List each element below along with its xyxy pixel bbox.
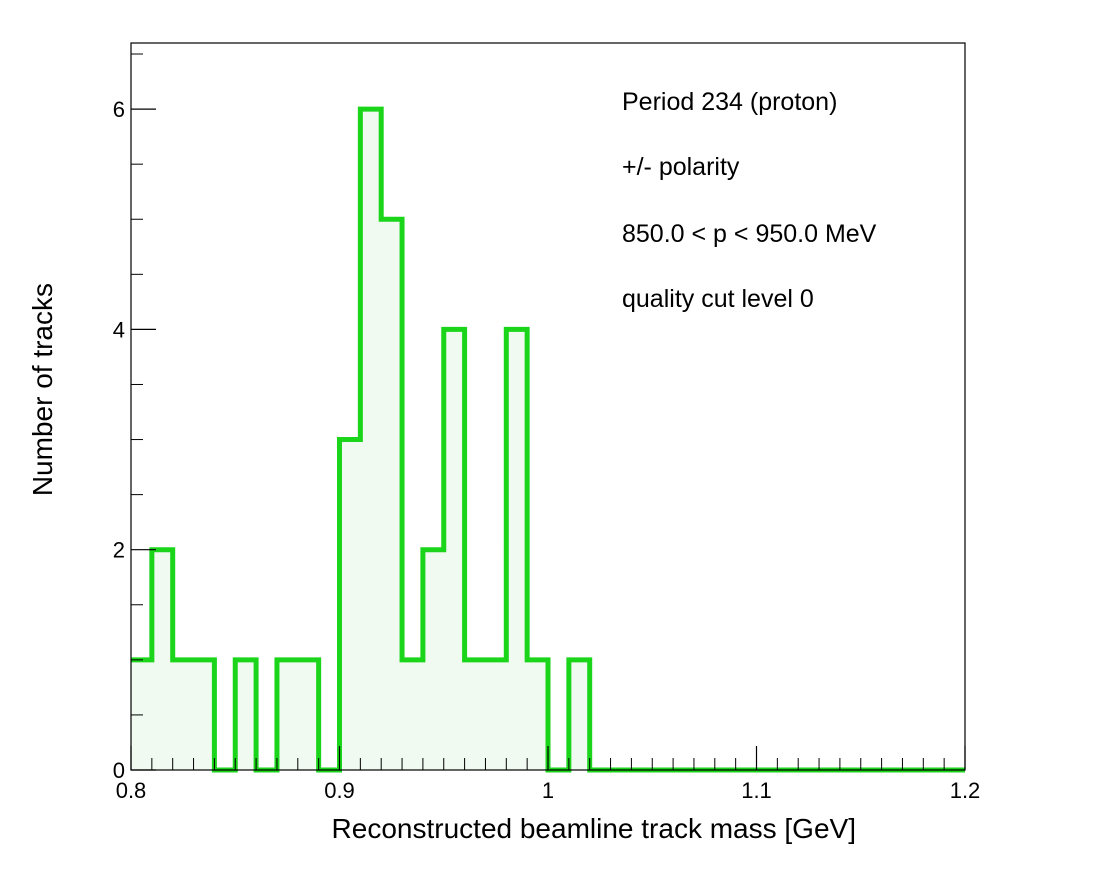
x-tick-label: 1.2	[950, 778, 981, 803]
histogram-bin-8	[297, 659, 319, 770]
histogram-bin-10	[339, 439, 361, 770]
histogram-bin-21	[568, 659, 590, 770]
x-tick-label: 1	[542, 778, 554, 803]
histogram-bin-16	[464, 659, 486, 770]
histogram-bin-19	[527, 659, 548, 770]
x-tick-label: 1.1	[741, 778, 772, 803]
annotation-momentum-range: 850.0 < p < 950.0 MeV	[622, 220, 877, 248]
y-axis-title: Number of tracks	[27, 283, 58, 496]
y-tick-label: 0	[113, 758, 125, 783]
histogram-step-line	[131, 106, 965, 773]
annotation-quality-cut: quality cut level 0	[622, 285, 814, 313]
histogram-fill-layer	[131, 109, 590, 770]
histogram-line-layer	[131, 106, 965, 773]
histogram-bin-17	[485, 659, 507, 770]
x-axis-title: Reconstructed beamline track mass [GeV]	[332, 813, 856, 844]
histogram-bin-3	[193, 659, 215, 770]
histogram-bin-11	[360, 109, 382, 770]
histogram-bin-2	[172, 659, 194, 770]
x-tick-label: 0.9	[324, 778, 355, 803]
y-tick-label: 2	[113, 538, 125, 563]
x-tick-label: 0.8	[116, 778, 147, 803]
histogram-bin-13	[402, 659, 423, 770]
histogram-bin-7	[276, 659, 298, 770]
annotation-period: Period 234 (proton)	[622, 88, 837, 116]
histogram-bin-5	[235, 659, 257, 770]
annotation-polarity: +/- polarity	[622, 153, 740, 181]
histogram-bin-12	[381, 219, 403, 770]
y-tick-label: 6	[113, 97, 125, 122]
y-tick-label: 4	[113, 317, 125, 342]
histogram-bin-15	[443, 329, 465, 770]
histogram-bin-1	[151, 549, 173, 770]
axis-ticks	[130, 53, 966, 771]
histogram-bin-18	[506, 329, 528, 770]
axis-tick-labels: 0.8 0.9 1 1.1 1.2 0 2 4 6	[113, 97, 981, 803]
histogram-bin-14	[422, 549, 444, 770]
